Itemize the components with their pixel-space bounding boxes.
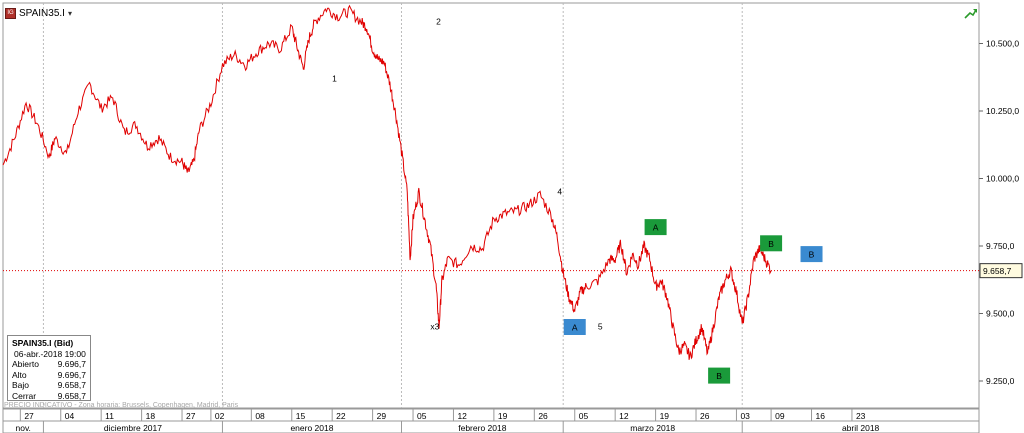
y-tick-label: 9.750,0 — [986, 241, 1015, 251]
day-tick-label: 05 — [579, 411, 589, 421]
y-tick-label: 10.000,0 — [986, 174, 1019, 184]
wave-box-label: A — [572, 323, 578, 333]
symbol-selector[interactable]: IG SPAIN35.I ▾ — [5, 6, 72, 20]
y-tick-label: 9.500,0 — [986, 309, 1015, 319]
day-tick-label: 12 — [619, 411, 629, 421]
wave-box-label: B — [809, 250, 815, 260]
y-tick-label: 9.250,0 — [986, 376, 1015, 386]
wave-box — [708, 367, 731, 384]
day-tick-label: 16 — [816, 411, 826, 421]
plot-frame — [2, 2, 980, 409]
day-tick-label: 19 — [660, 411, 670, 421]
wave-box — [800, 246, 823, 263]
wave-label: 4 — [557, 187, 562, 197]
info-row-open: Abierto 9.696,7 — [12, 359, 86, 369]
day-tick-label: 12 — [457, 411, 467, 421]
day-tick-label: 09 — [775, 411, 785, 421]
trend-arrow-head-icon — [973, 9, 977, 13]
day-tick-label: 03 — [740, 411, 750, 421]
day-tick-label: 19 — [498, 411, 508, 421]
day-tick-label: 23 — [856, 411, 866, 421]
last-price-label: 9.658,7 — [983, 266, 1012, 276]
month-label: febrero 2018 — [458, 423, 506, 433]
instrument-logo-icon: IG — [5, 7, 16, 19]
info-row-low: Bajo 9.658,7 — [12, 380, 86, 390]
wave-box-label: B — [716, 371, 722, 381]
day-tick-label: 11 — [105, 411, 114, 421]
y-tick-label: 10.500,0 — [986, 39, 1019, 49]
info-row-high: Alto 9.696,7 — [12, 369, 86, 380]
day-tick-label: 26 — [538, 411, 548, 421]
day-tick-label: 08 — [255, 411, 265, 421]
ohlc-info-box: SPAIN35.I (Bid) 06-abr.-2018 19:00 Abier… — [7, 335, 91, 401]
symbol-label: SPAIN35.I — [19, 7, 65, 19]
month-label: nov. — [15, 423, 30, 433]
day-tick-label: 18 — [146, 411, 156, 421]
wave-label: x3 — [430, 322, 439, 332]
day-tick-label: 05 — [417, 411, 427, 421]
wave-box — [644, 219, 667, 236]
wave-box — [760, 235, 783, 252]
wave-box-label: A — [653, 223, 659, 233]
day-tick-label: 27 — [24, 411, 34, 421]
day-tick-label: 22 — [336, 411, 346, 421]
footer-note: PRECIO INDICATIVO - Zona horaria: Brusse… — [4, 402, 239, 409]
wave-label: 5 — [598, 322, 603, 332]
y-tick-label: 10.250,0 — [986, 106, 1019, 116]
month-label: diciembre 2017 — [104, 423, 162, 433]
info-row-close: Cerrar 9.658,7 — [12, 390, 86, 401]
price-series-line — [2, 4, 772, 360]
day-tick-label: 27 — [186, 411, 196, 421]
chevron-down-icon[interactable]: ▾ — [67, 8, 72, 18]
month-label: enero 2018 — [290, 423, 333, 433]
day-tick-label: 29 — [377, 411, 387, 421]
last-price-box — [979, 263, 1023, 279]
day-tick-label: 04 — [65, 411, 75, 421]
month-label: abril 2018 — [842, 423, 880, 433]
day-tick-label: 15 — [296, 411, 306, 421]
day-tick-label: 26 — [700, 411, 710, 421]
info-datetime: 06-abr.-2018 19:00 — [14, 348, 86, 359]
month-label: marzo 2018 — [630, 423, 675, 433]
wave-label: 2 — [436, 17, 441, 27]
info-title: SPAIN35.I (Bid) — [12, 338, 74, 348]
trend-up-arrow-icon — [964, 9, 977, 19]
wave-label: 1 — [332, 73, 337, 83]
wave-box — [563, 319, 586, 335]
wave-box-label: B — [768, 239, 774, 249]
day-tick-label: 02 — [215, 411, 225, 421]
